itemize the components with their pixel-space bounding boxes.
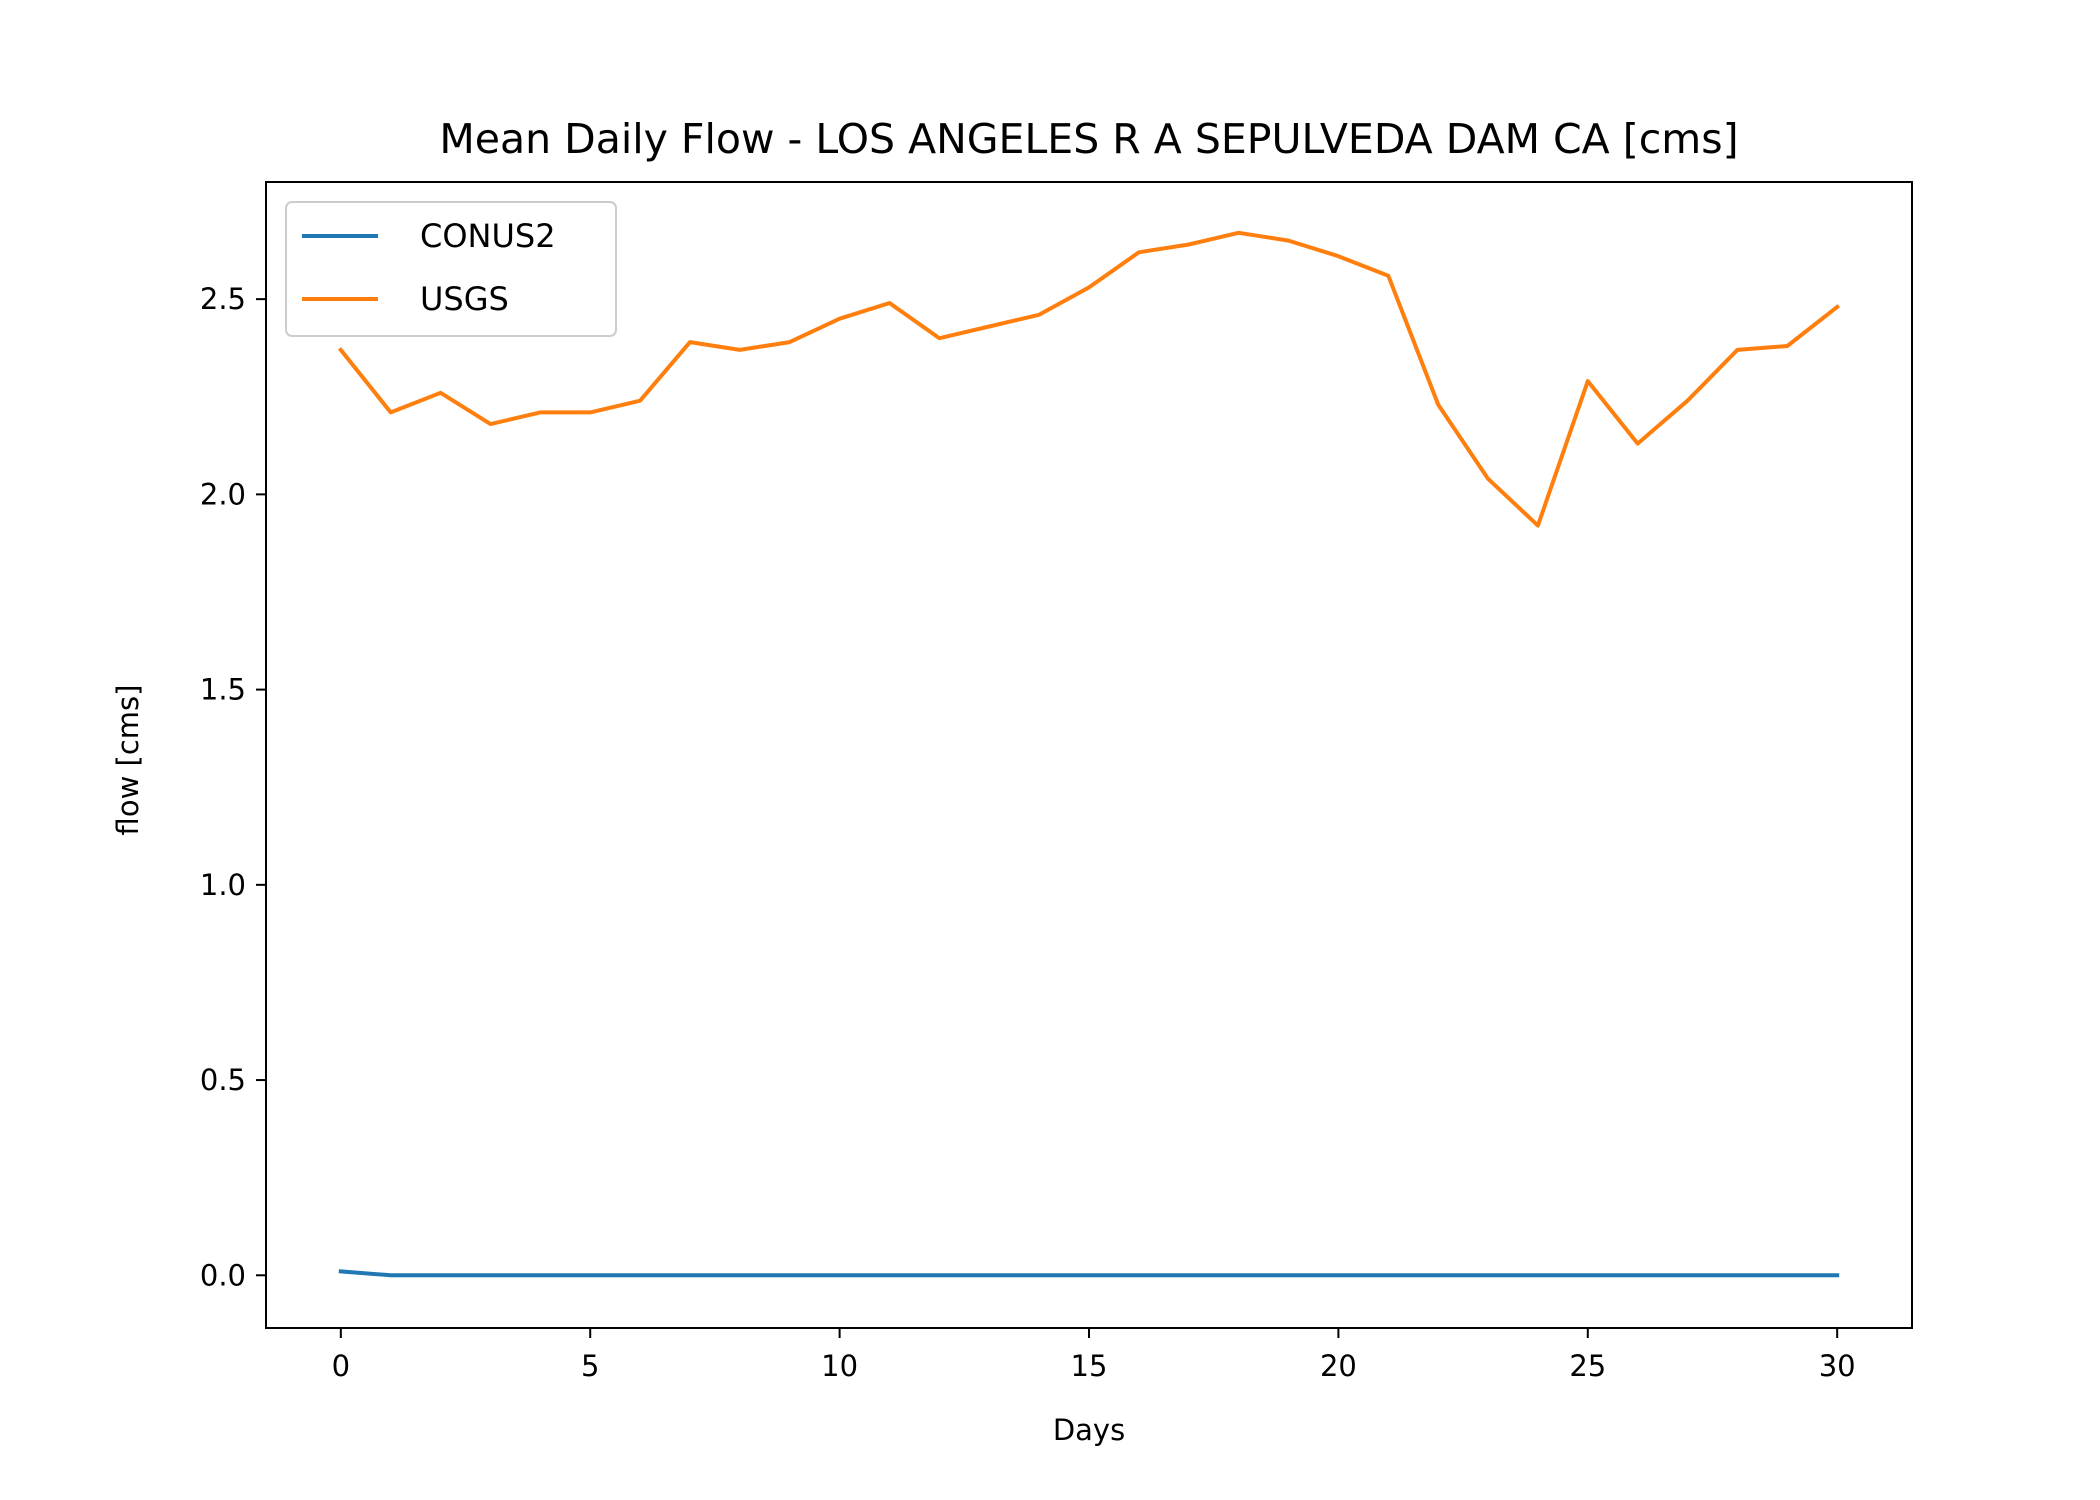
legend-label-usgs: USGS (420, 280, 509, 318)
series-line-usgs (337, 230, 1841, 528)
y-tick-label-2.0: 2.0 (200, 477, 246, 511)
x-tick-label-20: 20 (1320, 1349, 1357, 1383)
legend-label-conus2: CONUS2 (420, 217, 556, 255)
y-tick-label-0.0: 0.0 (200, 1258, 246, 1292)
chart-title: Mean Daily Flow - LOS ANGELES R A SEPULV… (439, 115, 1738, 163)
y-tick-label-0.5: 0.5 (200, 1063, 246, 1097)
y-tick-label-1.0: 1.0 (200, 868, 246, 902)
series-line-conus2 (338, 1269, 1840, 1278)
axes-frame (265, 181, 1913, 1329)
plot-area: 0 5 10 15 20 25 30 0.0 0.5 1.0 1.5 2.0 2.5 CONUS2 USGS (200, 181, 1913, 1383)
x-tick-label-5: 5 (581, 1349, 599, 1383)
x-tick-label-30: 30 (1819, 1349, 1856, 1383)
x-tick-label-15: 15 (1071, 1349, 1108, 1383)
y-axis-label: flow [cms] (111, 685, 145, 836)
y-tick-label-1.5: 1.5 (200, 673, 246, 707)
y-tick-label-2.5: 2.5 (200, 282, 246, 316)
x-tick-label-0: 0 (332, 1349, 350, 1383)
x-axis-label: Days (1053, 1413, 1125, 1447)
x-tick-label-25: 25 (1569, 1349, 1606, 1383)
x-tick-label-10: 10 (821, 1349, 858, 1383)
